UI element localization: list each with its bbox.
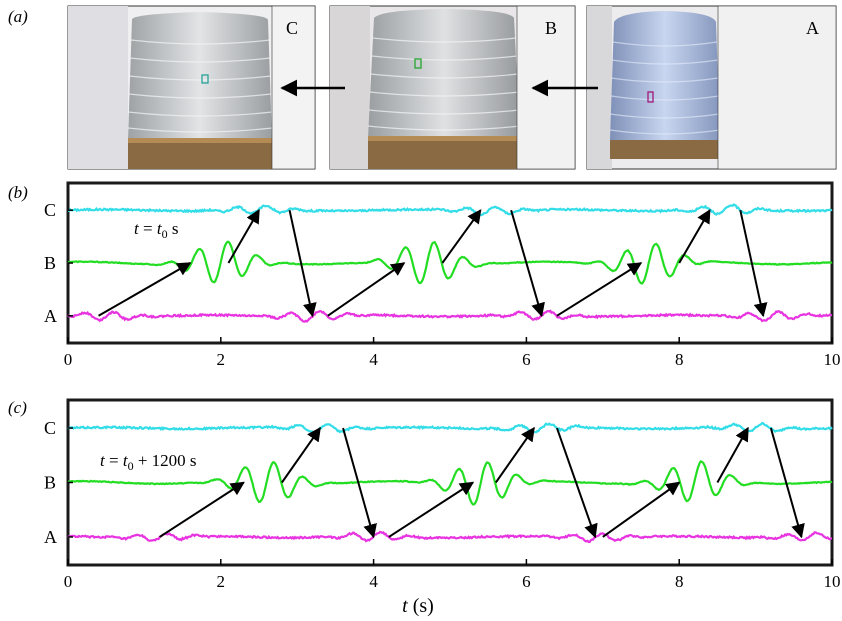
annotation-rhs: + 1200 s: [134, 451, 197, 470]
x-axis-label: t (s): [402, 595, 434, 617]
trace-label-C: C: [44, 200, 56, 220]
x-tick-label: 4: [369, 572, 378, 591]
panel-label-b: (b): [8, 183, 28, 202]
annotation-var: t: [123, 451, 129, 470]
x-tick-label: 0: [64, 572, 73, 591]
annotation-eq: =: [105, 451, 123, 470]
photo-a: A: [586, 5, 837, 170]
x-tick-label: 4: [369, 350, 378, 369]
series-C-line: [67, 203, 833, 217]
x-tick-label: 0: [64, 350, 73, 369]
series-A-line: [67, 309, 833, 323]
annotation-sub: 0: [162, 227, 168, 241]
propagation-arrow: [441, 209, 482, 264]
trace-label-A: A: [44, 527, 57, 547]
propagation-arrow: [288, 209, 317, 318]
x-tick-label: 6: [522, 572, 531, 591]
annotation-sub: 0: [128, 459, 134, 473]
panel-label-c: (c): [8, 398, 27, 417]
propagation-arrow: [556, 427, 598, 539]
time-annotation: t = t0 s: [134, 219, 178, 241]
x-tick-label: 8: [675, 572, 684, 591]
annotation-eq: =: [139, 219, 157, 238]
photo-b-label: B: [545, 18, 557, 38]
photo-c-label: C: [286, 18, 298, 38]
propagation-arrow: [495, 426, 535, 484]
photo-c: C: [67, 5, 316, 170]
x-tick-label: 2: [217, 350, 226, 369]
propagation-arrow: [281, 426, 321, 484]
series-A-line: [67, 530, 832, 544]
photo-a-marker: [647, 91, 654, 103]
trace-label-A: A: [44, 306, 57, 326]
propagation-arrow: [388, 481, 475, 538]
propagation-arrow: [159, 481, 245, 538]
photo-c-marker: [201, 74, 209, 84]
propagation-arrow: [510, 209, 545, 318]
annotation-var: t: [157, 219, 163, 238]
x-tick-label: 8: [675, 350, 684, 369]
trace-label-B: B: [44, 253, 56, 273]
annotation-lhs: t: [134, 219, 140, 238]
trace-label-B: B: [44, 473, 56, 493]
photo-b: B: [329, 5, 576, 170]
series-B-line: [67, 460, 833, 506]
propagation-arrow: [769, 427, 805, 539]
annotation-rhs: s: [168, 219, 179, 238]
propagation-arrow: [342, 427, 377, 539]
plot-frame: [66, 181, 834, 345]
x-axis-label-unit: (s): [408, 595, 434, 617]
annotation-lhs: t: [100, 451, 106, 470]
propagation-arrow: [227, 208, 260, 264]
panel-label-a: (a): [8, 7, 28, 26]
x-tick-label: 10: [824, 572, 841, 591]
x-tick-label: 2: [217, 572, 226, 591]
x-tick-label: 6: [522, 350, 531, 369]
trace-label-C: C: [44, 418, 56, 438]
x-tick-label: 10: [824, 350, 841, 369]
x-axis-label-var: t: [402, 595, 408, 617]
propagation-arrow: [678, 208, 711, 264]
propagation-arrow: [98, 262, 192, 317]
propagation-arrow: [327, 262, 406, 317]
series-B-line: [67, 240, 833, 285]
propagation-arrow: [739, 209, 768, 318]
series-C-line: [67, 421, 833, 434]
photo-b-marker: [414, 58, 422, 69]
propagation-arrow: [602, 481, 681, 538]
time-annotation: t = t0 + 1200 s: [100, 451, 197, 473]
photo-a-label: A: [806, 18, 819, 38]
propagation-arrow: [716, 426, 749, 483]
propagation-arrow: [556, 262, 643, 317]
